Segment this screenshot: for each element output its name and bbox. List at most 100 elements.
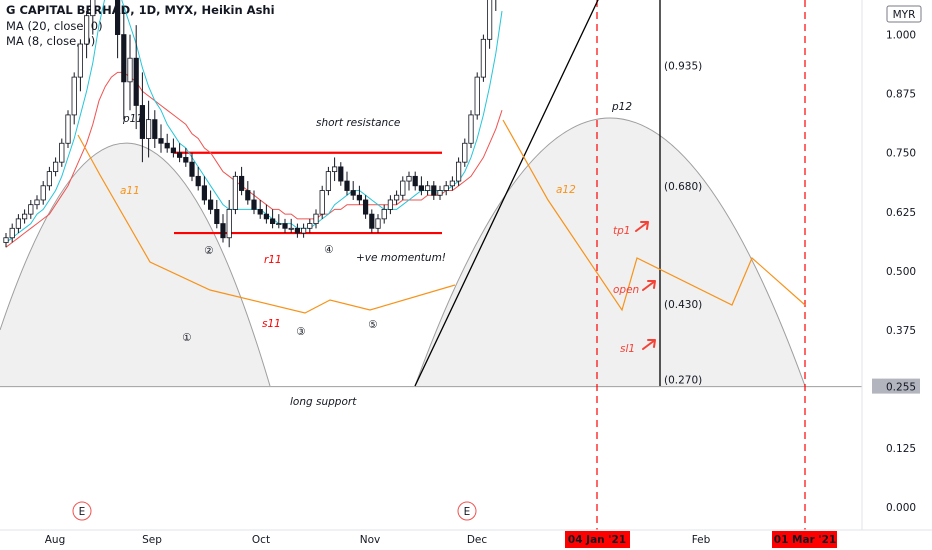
candle-body	[362, 199, 369, 215]
candle	[474, 72, 480, 120]
candle-body	[455, 161, 462, 182]
candle-body	[269, 218, 276, 224]
candle	[34, 195, 40, 210]
candle	[362, 195, 369, 219]
candle-body	[338, 166, 344, 182]
candle-body	[462, 142, 468, 163]
circle-number-5: ⑤	[368, 319, 377, 331]
candle	[152, 110, 158, 148]
candle	[84, 10, 90, 59]
candle-body	[424, 185, 431, 191]
candle	[121, 6, 127, 120]
candle	[406, 171, 412, 191]
candle	[263, 204, 270, 224]
candle	[350, 181, 356, 200]
arrow-tp1-icon	[635, 221, 649, 232]
candle-body	[276, 223, 282, 225]
label-momentum: +ve momentum!	[356, 252, 446, 264]
candle-body	[480, 38, 487, 78]
earnings-marker-1	[72, 501, 92, 521]
candle	[282, 218, 288, 234]
candle-body	[226, 209, 232, 239]
candle	[269, 209, 276, 229]
candle	[245, 181, 251, 205]
label-short-resistance: short resistance	[316, 117, 400, 129]
arrow-sl1-icon	[642, 339, 656, 350]
candle-body	[238, 175, 245, 191]
candle	[176, 143, 183, 163]
candle	[226, 199, 232, 248]
candle	[381, 204, 387, 224]
candle-body	[282, 223, 288, 229]
x-tick-label: Nov	[360, 534, 381, 546]
arc-p12	[414, 117, 806, 387]
label-p11: p11	[122, 113, 143, 125]
candle-body	[170, 147, 176, 154]
candle	[21, 209, 28, 224]
y-tick-label: 0.500	[886, 266, 916, 278]
candle	[276, 214, 282, 229]
candle-body	[412, 175, 418, 187]
candle	[449, 176, 456, 191]
y-tick-label: 0.000	[886, 502, 916, 514]
candle-body	[369, 213, 375, 229]
candle-body	[207, 199, 214, 210]
candle-body	[300, 227, 307, 234]
candle-body	[232, 175, 238, 210]
candle-body	[431, 185, 437, 196]
indicator-ma8-label: MA (8, close, 0)	[6, 34, 96, 48]
chart-title: G CAPITAL BERHAD, 1D, MYX, Heikin Ashi	[6, 3, 275, 17]
label-long-support: long support	[290, 396, 357, 408]
candle-body	[468, 114, 474, 144]
candle-body	[189, 161, 195, 177]
candle-body	[15, 218, 22, 229]
candle-body	[127, 57, 133, 83]
candle-body	[28, 204, 34, 215]
candle	[189, 152, 195, 182]
candle-body	[77, 43, 83, 78]
circle-number-4: ④	[324, 244, 333, 256]
level-label-1: (0.935)	[664, 60, 702, 72]
candle-body	[400, 180, 406, 196]
candle	[158, 124, 164, 153]
candle	[40, 181, 46, 205]
arrow-label-tp1: tp1	[613, 225, 630, 237]
candle	[139, 72, 145, 163]
candle-body	[393, 194, 400, 201]
candle	[356, 185, 363, 205]
candle	[90, 0, 96, 35]
date-badge-label: 01 Mar '21	[774, 534, 836, 546]
candle	[195, 166, 201, 191]
currency-label: MYR	[893, 9, 916, 21]
candle-body	[294, 227, 301, 234]
candle	[59, 138, 65, 167]
level-label-4: (0.270)	[664, 375, 702, 387]
x-tick-label: Feb	[692, 534, 711, 546]
x-tick-label: Oct	[252, 534, 270, 546]
candle-body	[350, 190, 356, 196]
candle	[431, 181, 437, 200]
candle-body	[406, 175, 412, 182]
candle	[455, 157, 462, 186]
candle	[251, 190, 257, 215]
candle	[313, 209, 319, 229]
circle-number-2: ②	[204, 245, 213, 257]
candle-body	[84, 15, 90, 45]
currency-box	[886, 5, 922, 23]
candle	[288, 218, 294, 234]
arc-p11	[0, 142, 271, 387]
a11-path	[77, 134, 456, 314]
candle	[71, 72, 77, 125]
candle	[338, 162, 344, 186]
candle-body	[145, 119, 152, 139]
candle	[207, 190, 214, 215]
candle	[418, 176, 425, 196]
label-a11: a11	[120, 185, 140, 197]
candle-body	[53, 161, 59, 173]
candle-body	[257, 209, 263, 215]
candle-body	[176, 152, 183, 158]
candle	[307, 218, 313, 234]
candle	[486, 0, 493, 49]
candle	[183, 147, 189, 167]
